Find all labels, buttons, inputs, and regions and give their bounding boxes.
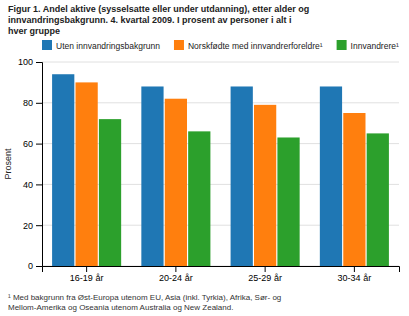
bar (231, 86, 253, 266)
legend-item: Innvandrere¹ (337, 40, 399, 51)
tick: 0 (28, 261, 42, 271)
tick-label: 60 (23, 139, 33, 149)
series (99, 119, 389, 266)
tick: 100 (18, 57, 42, 67)
annotation-line: Mellom-Amerika og Oseania utenom Austral… (8, 303, 233, 312)
bars (52, 74, 389, 266)
bar (320, 86, 342, 266)
legend-swatch (174, 40, 184, 50)
tick-label: 40 (23, 180, 33, 190)
tick-mark (354, 266, 355, 272)
bar (141, 86, 163, 266)
tick: 25-29 år (248, 266, 282, 283)
bar (165, 99, 187, 266)
tick-label: 100 (18, 57, 33, 67)
title-line: innvandringsbakgrunn. 4. kvartal 2009. I… (8, 15, 292, 25)
bar (277, 137, 299, 266)
tick-mark (265, 266, 266, 272)
tick-mark (86, 266, 87, 272)
tick: 16-19 år (70, 266, 104, 283)
legend-item: Norskfødte med innvandrerforeldre¹ (174, 40, 323, 51)
annotation: ¹ Med bakgrunn fra Øst-Europa utenom EU,… (8, 293, 281, 312)
tick: 20 (23, 221, 42, 231)
tick-mark (175, 266, 176, 272)
tick: 60 (23, 139, 42, 149)
y-axis: 0 20 40 60 80 100 (18, 57, 43, 271)
bar (188, 131, 210, 266)
chart: Figur 1. Andel aktive (sysselsatte eller… (0, 0, 409, 316)
grid (42, 62, 399, 266)
annotation-line: ¹ Med bakgrunn fra Øst-Europa utenom EU,… (8, 293, 281, 302)
y-axis-title: Prosent (3, 148, 13, 180)
tick: 20-24 år (159, 266, 193, 283)
bar (52, 74, 74, 266)
tick-label: 80 (23, 98, 33, 108)
legend-label: Innvandrere¹ (351, 41, 399, 51)
series (52, 74, 342, 266)
tick-mark (36, 144, 42, 145)
grid-line (42, 62, 399, 63)
title: Figur 1. Andel aktive (sysselsatte eller… (8, 4, 309, 36)
tick-mark (36, 225, 42, 226)
tick: 40 (23, 180, 42, 190)
legend-swatch (337, 40, 347, 50)
tick-mark (36, 184, 42, 185)
bar (99, 119, 121, 266)
tick-label: 25-29 år (248, 273, 282, 283)
legend-label: Norskfødte med innvandrerforeldre¹ (188, 41, 323, 51)
tick-label: 30-34 år (338, 273, 372, 283)
axis-line (43, 267, 400, 273)
axis-line (36, 63, 43, 267)
bar (343, 113, 365, 266)
tick-label: 0 (28, 261, 33, 271)
legend-swatch (42, 40, 52, 50)
tick-label: 16-19 år (70, 273, 104, 283)
tick-mark (36, 103, 42, 104)
tick-mark (36, 62, 42, 63)
bar (367, 133, 389, 266)
legend: Uten innvandringsbakgrunn Norskfødte med … (42, 40, 399, 51)
bar (254, 105, 276, 266)
title-line: hver gruppe (8, 26, 60, 36)
tick-mark (36, 266, 42, 267)
series (76, 82, 366, 266)
legend-label: Uten innvandringsbakgrunn (56, 41, 160, 51)
tick-label: 20 (23, 221, 33, 231)
legend-item: Uten innvandringsbakgrunn (42, 40, 160, 51)
tick: 30-34 år (338, 266, 372, 283)
tick-label: 20-24 år (159, 273, 193, 283)
title-line: Figur 1. Andel aktive (sysselsatte eller… (8, 4, 309, 14)
tick: 80 (23, 98, 42, 108)
bar (76, 82, 98, 266)
x-axis: 16-19 år 20-24 år 25-29 år 30-34 år (43, 266, 400, 283)
